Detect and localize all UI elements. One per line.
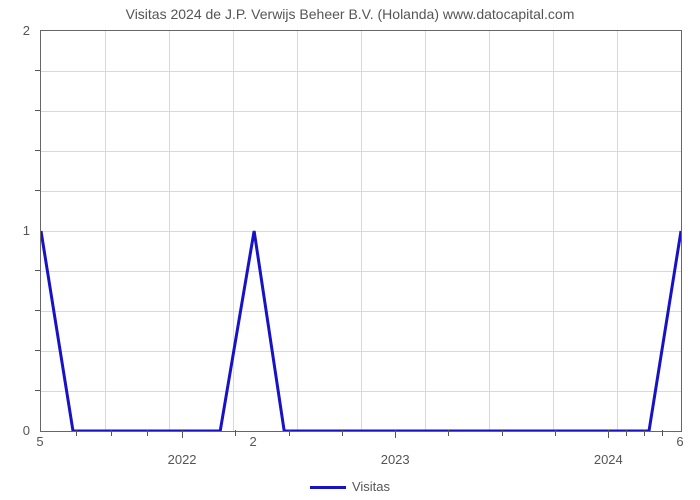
x-minor-tick (555, 430, 556, 436)
x-tick-label: 2023 (365, 452, 425, 467)
x-tick-label: 2022 (152, 452, 212, 467)
x-minor-tick (76, 430, 77, 436)
data-point-label: 2 (243, 434, 263, 449)
legend-swatch (310, 486, 346, 489)
y-minor-tick (35, 70, 40, 71)
x-minor-tick (626, 430, 627, 436)
y-minor-tick (35, 190, 40, 191)
y-minor-tick (35, 110, 40, 111)
x-minor-tick (502, 430, 503, 436)
y-tick-label: 1 (0, 223, 30, 238)
chart-container: Visitas 2024 de J.P. Verwijs Beheer B.V.… (0, 0, 700, 500)
y-minor-tick (35, 310, 40, 311)
plot-area (40, 30, 682, 432)
y-minor-tick (35, 350, 40, 351)
x-minor-tick (235, 430, 236, 436)
series-line (41, 31, 681, 431)
x-minor-tick (111, 430, 112, 436)
data-point-label: 6 (670, 434, 690, 449)
y-minor-tick (35, 390, 40, 391)
y-tick-label: 2 (0, 23, 30, 38)
x-tick-mark (395, 430, 396, 438)
x-minor-tick (644, 430, 645, 436)
legend-label: Visitas (352, 479, 390, 494)
x-minor-tick (147, 430, 148, 436)
y-tick-label: 0 (0, 423, 30, 438)
x-minor-tick (448, 430, 449, 436)
chart-title: Visitas 2024 de J.P. Verwijs Beheer B.V.… (0, 6, 700, 22)
x-minor-tick (662, 430, 663, 436)
y-minor-tick (35, 270, 40, 271)
x-tick-label: 2024 (578, 452, 638, 467)
legend: Visitas (0, 479, 700, 494)
y-minor-tick (35, 150, 40, 151)
x-minor-tick (342, 430, 343, 436)
data-point-label: 5 (30, 434, 50, 449)
x-tick-mark (608, 430, 609, 438)
x-minor-tick (289, 430, 290, 436)
x-tick-mark (182, 430, 183, 438)
